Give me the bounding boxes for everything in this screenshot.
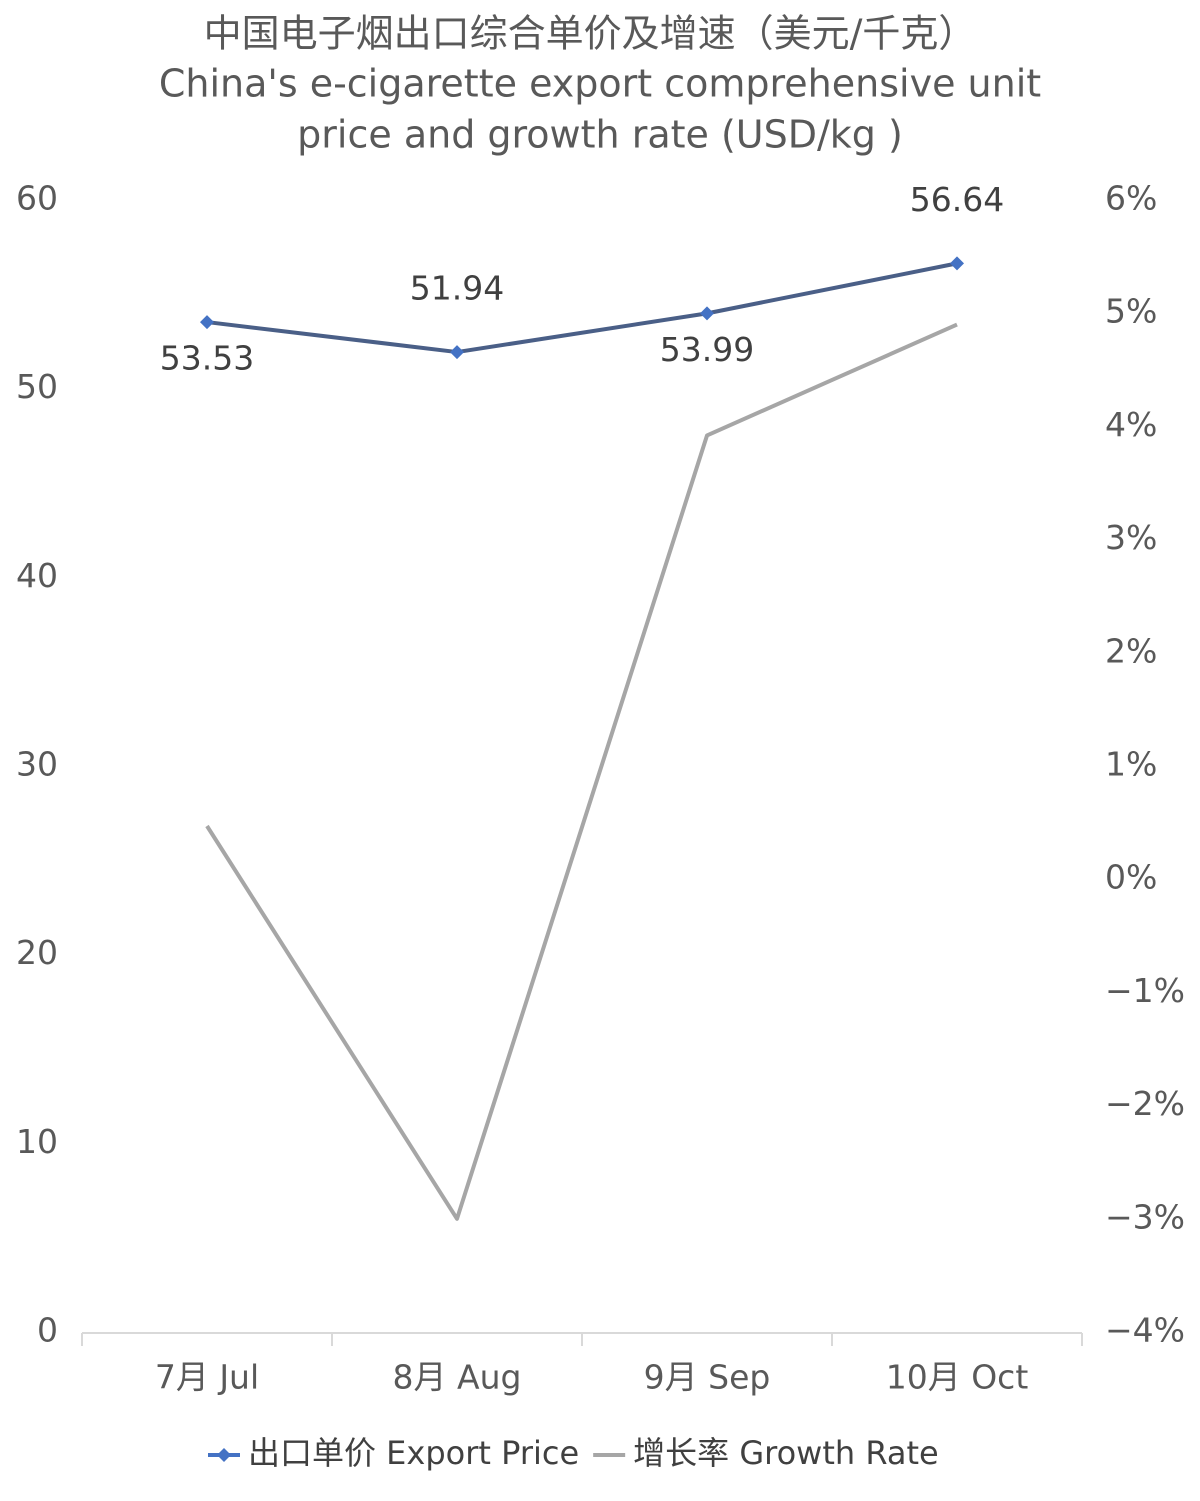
x-tick-label: 9月 Sep xyxy=(644,1358,771,1397)
series-line xyxy=(205,322,958,1221)
marker xyxy=(450,345,464,360)
y-tick-label: 40 xyxy=(16,556,58,595)
chart-title: 中国电子烟出口综合单价及增速（美元/千克） xyxy=(204,12,977,56)
y2-tick-label: 4% xyxy=(1105,405,1157,444)
chart-title: price and growth rate (USD/kg ) xyxy=(297,113,903,157)
legend-marker xyxy=(217,1448,231,1462)
data-label: 53.53 xyxy=(160,339,254,378)
y2-tick-label: −2% xyxy=(1105,1084,1185,1123)
y2-tick-label: 3% xyxy=(1105,518,1157,557)
y-tick-label: 20 xyxy=(16,933,58,972)
legend-label: 出口单价 Export Price xyxy=(248,1434,579,1472)
marker xyxy=(950,256,964,271)
y2-tick-label: −4% xyxy=(1105,1311,1185,1350)
marker xyxy=(700,306,714,321)
y2-tick-label: −3% xyxy=(1105,1197,1185,1236)
data-label: 56.64 xyxy=(910,180,1004,219)
y-tick-label: 60 xyxy=(16,179,58,218)
x-tick-label: 10月 Oct xyxy=(886,1358,1029,1397)
marker xyxy=(200,315,214,330)
y2-tick-label: 1% xyxy=(1105,745,1157,784)
data-label: 51.94 xyxy=(410,269,504,308)
y2-tick-label: −1% xyxy=(1105,971,1185,1010)
y-tick-label: 50 xyxy=(16,367,58,406)
x-tick-label: 7月 Jul xyxy=(155,1358,259,1397)
y2-tick-label: 2% xyxy=(1105,631,1157,670)
data-label: 53.99 xyxy=(660,330,754,369)
legend-label: 增长率 Growth Rate xyxy=(633,1434,939,1472)
y-tick-label: 30 xyxy=(16,745,58,784)
series-line xyxy=(206,261,958,355)
chart-title: China's e-cigarette export comprehensive… xyxy=(159,62,1041,106)
x-tick-label: 8月 Aug xyxy=(393,1358,522,1397)
y-tick-label: 0 xyxy=(37,1311,58,1350)
y-tick-label: 10 xyxy=(16,1122,58,1161)
y2-tick-label: 0% xyxy=(1105,858,1157,897)
y2-tick-label: 6% xyxy=(1105,179,1157,218)
y2-tick-label: 5% xyxy=(1105,292,1157,331)
